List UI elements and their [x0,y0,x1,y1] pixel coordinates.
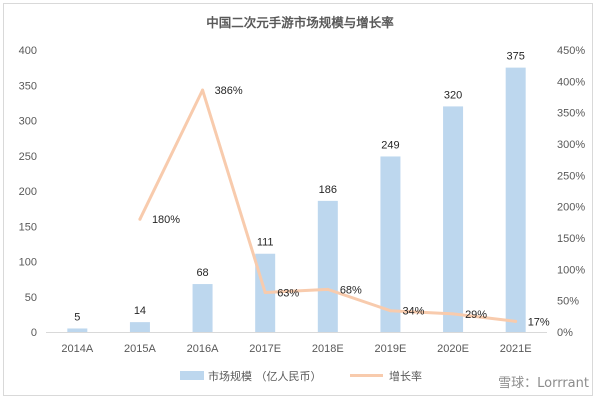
y-left-tick-label: 0 [31,327,37,339]
bar [67,328,88,332]
watermark-text: 雪球：Lorrrant [498,376,589,391]
y-right-tick-label: 50% [557,296,579,308]
bar [505,67,526,332]
y-left-tick-label: 300 [19,116,37,128]
bar [129,322,150,332]
line-point [263,291,267,295]
y-right-tick-label: 100% [557,264,585,276]
y-left-tick-label: 350 [19,80,37,92]
y-left-tick-label: 250 [19,151,37,163]
line-value-label: 68% [340,284,362,296]
legend: 市场规模 （亿人民币） 增长率 [180,369,422,383]
y-right-tick-label: 0% [557,327,573,339]
bar-value-label: 14 [134,305,146,317]
y-right-tick-label: 300% [557,139,585,151]
line-value-label: 386% [215,85,243,97]
bar [443,106,464,333]
bar-series [67,67,526,333]
x-tick-label: 2017E [249,343,281,355]
bar [192,284,213,332]
y-left-tick-label: 100 [19,257,37,269]
y-left-tick-label: 400 [19,45,37,57]
x-tick-label: 2021E [500,343,532,355]
line-point [451,312,455,316]
line-point [138,217,142,221]
x-tick-label: 2015A [124,343,156,355]
line-value-label: 63% [277,288,299,300]
y-left-tick-label: 200 [19,186,37,198]
legend-bar-swatch [180,371,204,380]
line-point [201,88,205,92]
y-right-tick-label: 150% [557,233,585,245]
line-series [138,88,518,323]
x-tick-label: 2019E [375,343,407,355]
chart-title: 中国二次元手游市场规模与增长率 [206,15,394,30]
line-point [388,309,392,313]
chart-frame [3,3,593,396]
legend-line-label: 增长率 [389,369,422,383]
y-right-tick-label: 350% [557,108,585,120]
bar-value-label: 68 [196,267,208,279]
x-tick-label: 2014A [61,343,93,355]
x-tick-label: 2018E [312,343,344,355]
line-point [514,319,518,323]
line-point [326,287,330,291]
data-labels: 5 14 68 111 186 249 320 375 180% 386% 63% 68% 34% 29%… [74,51,550,329]
line-value-label: 180% [152,214,180,226]
line-value-label: 34% [402,306,424,318]
line-value-label: 29% [465,309,487,321]
axes: 0 50 100 150 200 250 300 350 400 0% 50% 100% 150% 200… [19,45,586,355]
x-tick-label: 2020E [437,343,469,355]
watermark: 雪球：Lorrrant [498,376,589,391]
y-right-tick-label: 200% [557,202,585,214]
bar-value-label: 375 [507,51,525,63]
x-tick-label: 2016A [187,343,219,355]
y-right-tick-label: 400% [557,76,585,88]
y-left-tick-label: 50 [25,292,37,304]
bar-value-label: 320 [444,89,462,101]
bar-value-label: 5 [74,311,80,323]
bar-value-label: 186 [319,184,337,196]
legend-bar-label: 市场规模 （亿人民币） [208,369,322,383]
y-left-tick-label: 150 [19,221,37,233]
bar [317,200,338,332]
line-value-label: 17% [528,316,550,328]
bar-value-label: 111 [257,237,274,249]
bar [380,156,401,332]
y-right-tick-label: 250% [557,170,585,182]
bar-value-label: 249 [381,139,399,151]
y-right-tick-label: 450% [557,45,585,57]
